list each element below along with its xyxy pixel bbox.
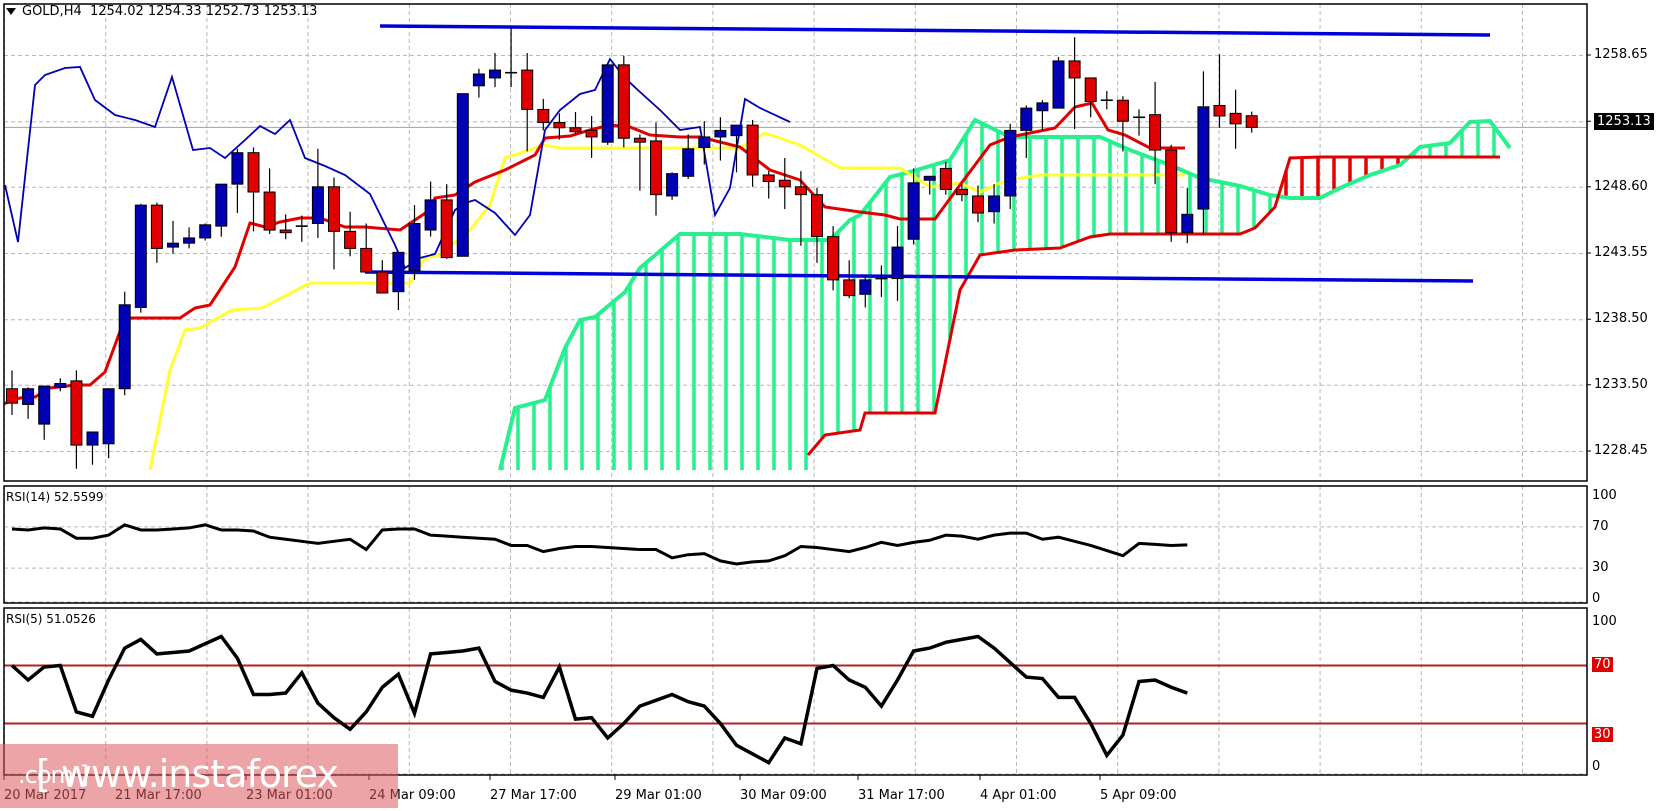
price-tick: 1258.65 <box>1594 47 1648 62</box>
watermark-suffix: .com ] <box>18 761 89 789</box>
time-tick: 4 Apr 01:00 <box>980 788 1057 803</box>
time-tick: 30 Mar 09:00 <box>740 788 827 803</box>
price-tick: 1238.50 <box>1594 311 1648 327</box>
ohlc-values: 1254.02 1254.33 1252.73 1253.13 <box>90 4 318 19</box>
price-tick: 1243.55 <box>1594 245 1648 260</box>
price-tick: 1233.50 <box>1594 376 1648 392</box>
time-tick: 29 Mar 01:00 <box>615 788 702 803</box>
symbol-label: GOLD,H4 <box>22 4 82 19</box>
rsi14-tick: 70 <box>1592 518 1609 534</box>
rsi5-tick: 0 <box>1592 759 1601 774</box>
rsi14-tick: 0 <box>1592 591 1601 606</box>
rsi14-tick: 100 <box>1592 488 1617 503</box>
rsi14-label: RSI(14) 52.5599 <box>6 490 104 504</box>
rsi5-level-70-tag: 70 <box>1592 657 1613 672</box>
rsi5-level-30-tag: 30 <box>1592 727 1613 742</box>
watermark: [ www.instaforex .com ] <box>0 744 398 808</box>
watermark-text: [ www.instaforex <box>36 752 339 796</box>
rsi5-tick: 100 <box>1592 614 1617 629</box>
time-tick: 31 Mar 17:00 <box>858 788 945 803</box>
price-tick: 1228.45 <box>1594 443 1648 458</box>
price-tick: 1248.60 <box>1594 178 1648 194</box>
collapse-triangle-icon[interactable] <box>6 8 16 15</box>
rsi5-label: RSI(5) 51.0526 <box>6 612 96 626</box>
time-tick: 5 Apr 09:00 <box>1100 788 1177 803</box>
rsi14-tick: 30 <box>1592 560 1609 576</box>
current-price-tag: 1253.13 <box>1594 113 1654 130</box>
chart-title: GOLD,H4 1254.02 1254.33 1252.73 1253.13 <box>6 4 317 19</box>
time-tick: 27 Mar 17:00 <box>490 788 577 803</box>
